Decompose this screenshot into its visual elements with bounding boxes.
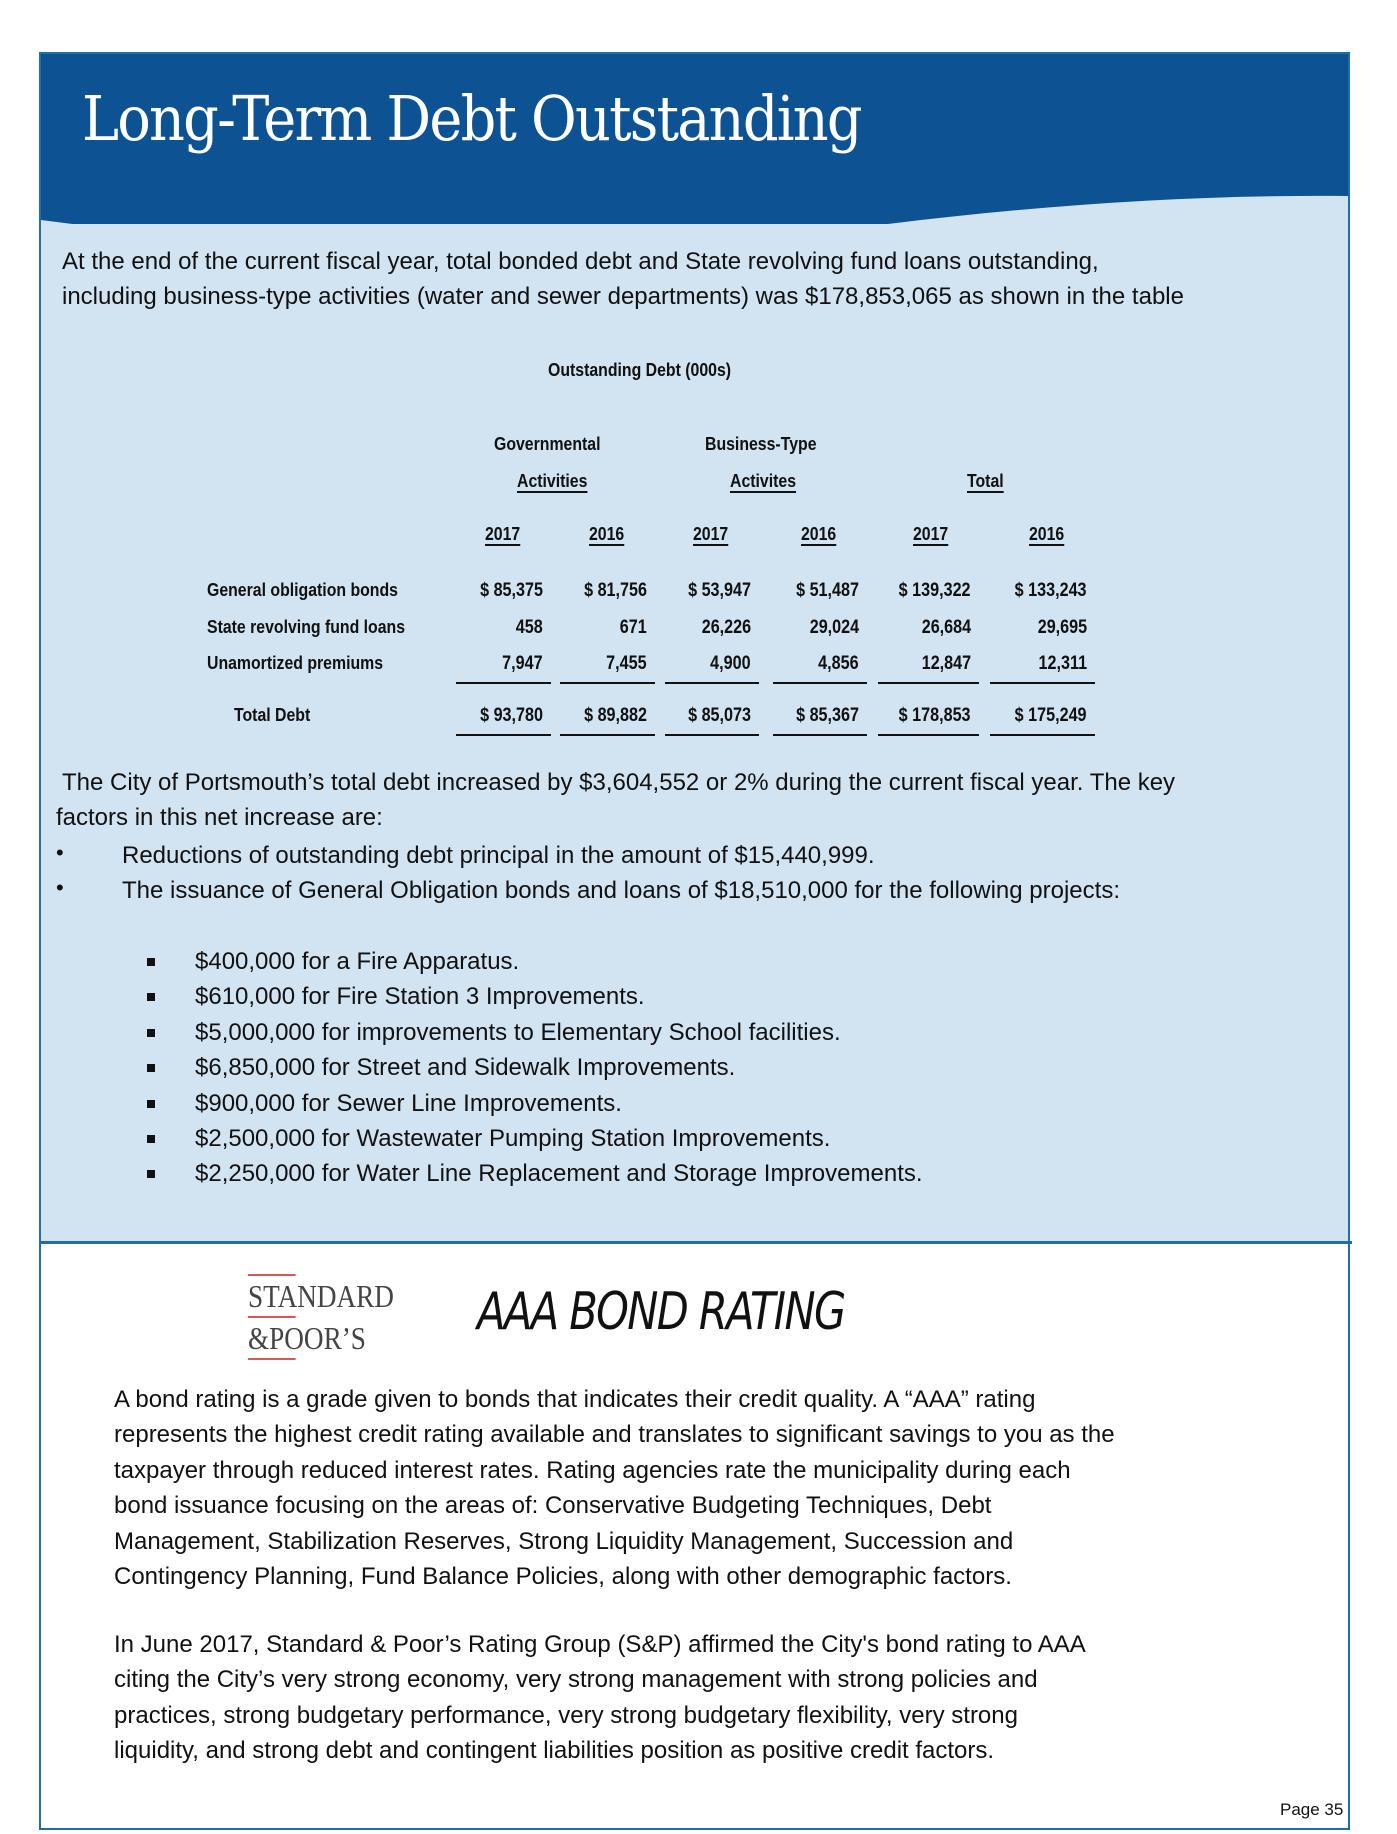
page-frame bbox=[39, 52, 1350, 1830]
square-bullet-icon bbox=[147, 1028, 155, 1037]
square-bullet-icon bbox=[147, 993, 155, 1002]
square-bullet-icon bbox=[147, 1064, 155, 1073]
table-cell: 26,684 bbox=[921, 617, 971, 638]
bullet-item: The issuance of General Obligation bonds… bbox=[122, 877, 1120, 904]
table-cell: 29,024 bbox=[809, 617, 859, 638]
table-cell: $ 85,375 bbox=[480, 580, 543, 601]
group-header: Business-Type bbox=[705, 434, 817, 454]
row-label: Unamortized premiums bbox=[207, 653, 384, 673]
total-rule bbox=[878, 734, 979, 736]
rating-paragraph-line: Management, Stabilization Reserves, Stro… bbox=[114, 1527, 1014, 1555]
total-cell: $ 93,780 bbox=[480, 705, 543, 726]
subtotal-rule bbox=[990, 682, 1095, 684]
project-item: $2,500,000 for Wastewater Pumping Statio… bbox=[195, 1125, 831, 1152]
project-item: $6,850,000 for Street and Sidewalk Impro… bbox=[195, 1054, 736, 1082]
group-header: Activities bbox=[517, 471, 588, 491]
table-cell: $ 53,947 bbox=[688, 580, 751, 601]
sp-logo: STANDARD &POOR’S bbox=[248, 1272, 394, 1362]
rating-title: AAA BOND RATING bbox=[477, 1282, 846, 1342]
rating-paragraph-line: In June 2017, Standard & Poor’s Rating G… bbox=[114, 1631, 1086, 1658]
debt-panel bbox=[41, 54, 1348, 1242]
group-header: Activites bbox=[730, 471, 797, 491]
table-cell: $ 139,322 bbox=[899, 580, 971, 601]
rating-paragraph-line: liquidity, and strong debt and contingen… bbox=[114, 1737, 995, 1765]
total-label: Total Debt bbox=[234, 705, 311, 725]
subtotal-rule bbox=[773, 682, 867, 684]
table-title: Outstanding Debt (000s) bbox=[548, 360, 732, 380]
total-cell: $ 175,249 bbox=[1015, 705, 1087, 726]
intro-line: At the end of the current fiscal year, t… bbox=[62, 248, 1099, 275]
year-header: 2016 bbox=[1029, 524, 1065, 544]
total-cell: $ 178,853 bbox=[899, 705, 971, 726]
summary-line: The City of Portsmouth’s total debt incr… bbox=[62, 769, 1176, 796]
table-cell: 7,947 bbox=[502, 653, 543, 674]
section-divider bbox=[39, 1241, 1352, 1244]
subtotal-rule bbox=[665, 682, 759, 684]
table-cell: 671 bbox=[620, 617, 647, 638]
table-cell: 12,311 bbox=[1038, 653, 1087, 674]
summary-line: factors in this net increase are: bbox=[56, 804, 383, 831]
table-cell: 458 bbox=[516, 617, 543, 638]
subtotal-rule bbox=[878, 682, 979, 684]
total-cell: $ 89,882 bbox=[584, 705, 647, 726]
total-rule bbox=[665, 734, 759, 736]
rating-paragraph-line: represents the highest credit rating ava… bbox=[114, 1421, 1115, 1449]
rating-paragraph-line: bond issuance focusing on the areas of: … bbox=[114, 1492, 992, 1520]
intro-line: including business-type activities (wate… bbox=[62, 283, 1184, 310]
subtotal-rule bbox=[456, 682, 551, 684]
table-cell: $ 133,243 bbox=[1015, 580, 1087, 601]
project-item: $900,000 for Sewer Line Improvements. bbox=[195, 1089, 622, 1117]
total-cell: $ 85,073 bbox=[688, 705, 751, 726]
table-cell: 12,847 bbox=[921, 653, 971, 674]
subtotal-rule bbox=[560, 682, 655, 684]
rating-paragraph-line: A bond rating is a grade given to bonds … bbox=[114, 1386, 1036, 1413]
project-item: $2,250,000 for Water Line Replacement an… bbox=[195, 1160, 923, 1188]
table-cell: $ 51,487 bbox=[796, 580, 859, 601]
total-rule bbox=[560, 734, 655, 736]
rating-paragraph-line: practices, strong budgetary performance,… bbox=[114, 1701, 1018, 1729]
rating-paragraph-line: Contingency Planning, Fund Balance Polic… bbox=[114, 1563, 1012, 1590]
square-bullet-icon bbox=[147, 1170, 155, 1179]
total-rule bbox=[990, 734, 1095, 736]
group-header: Governmental bbox=[494, 434, 601, 454]
rating-paragraph-line: citing the City’s very strong economy, v… bbox=[114, 1666, 1038, 1694]
year-header: 2016 bbox=[801, 524, 837, 544]
square-bullet-icon bbox=[147, 1135, 155, 1143]
page-title: Long-Term Debt Outstanding bbox=[82, 82, 863, 155]
total-rule bbox=[773, 734, 867, 736]
table-cell: $ 81,756 bbox=[584, 580, 647, 601]
rating-paragraph-line: taxpayer through reduced interest rates.… bbox=[114, 1456, 1071, 1484]
year-header: 2017 bbox=[485, 524, 521, 544]
bullet-item: Reductions of outstanding debt principal… bbox=[122, 842, 875, 869]
header-banner bbox=[41, 54, 1348, 224]
project-item: $400,000 for a Fire Apparatus. bbox=[195, 948, 520, 975]
square-bullet-icon bbox=[147, 1099, 155, 1108]
year-header: 2017 bbox=[913, 524, 949, 544]
bullet-icon: • bbox=[56, 875, 64, 900]
bullet-icon: • bbox=[56, 840, 64, 865]
year-header: 2017 bbox=[693, 524, 729, 544]
page-number: Page 35 bbox=[1280, 1800, 1344, 1819]
total-cell: $ 85,367 bbox=[796, 705, 859, 726]
table-cell: 4,856 bbox=[818, 653, 859, 674]
year-header: 2016 bbox=[589, 524, 625, 544]
total-rule bbox=[456, 734, 551, 736]
row-label: General obligation bonds bbox=[207, 580, 398, 600]
table-cell: 26,226 bbox=[701, 617, 751, 638]
project-item: $610,000 for Fire Station 3 Improvements… bbox=[195, 983, 645, 1011]
table-cell: 4,900 bbox=[710, 653, 751, 674]
square-bullet-icon bbox=[147, 958, 155, 966]
group-header: Total bbox=[967, 471, 1004, 491]
project-item: $5,000,000 for improvements to Elementar… bbox=[195, 1018, 841, 1046]
table-cell: 7,455 bbox=[606, 653, 647, 674]
table-cell: 29,695 bbox=[1037, 617, 1087, 638]
row-label: State revolving fund loans bbox=[207, 617, 406, 637]
